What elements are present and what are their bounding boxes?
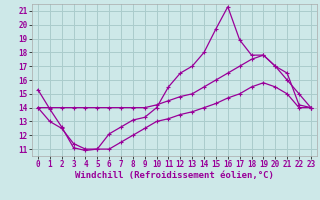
X-axis label: Windchill (Refroidissement éolien,°C): Windchill (Refroidissement éolien,°C) [75, 171, 274, 180]
